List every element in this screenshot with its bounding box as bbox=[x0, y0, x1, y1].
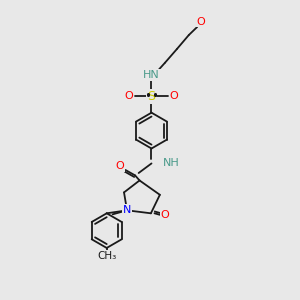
Text: HN: HN bbox=[143, 70, 160, 80]
Text: CH₃: CH₃ bbox=[97, 251, 116, 261]
Text: O: O bbox=[196, 16, 205, 27]
Text: O: O bbox=[161, 210, 170, 220]
Text: S: S bbox=[148, 90, 155, 103]
Text: O: O bbox=[116, 161, 124, 171]
Text: NH: NH bbox=[163, 158, 180, 168]
Text: O: O bbox=[125, 91, 134, 101]
Text: N: N bbox=[123, 205, 131, 215]
Text: O: O bbox=[169, 91, 178, 101]
